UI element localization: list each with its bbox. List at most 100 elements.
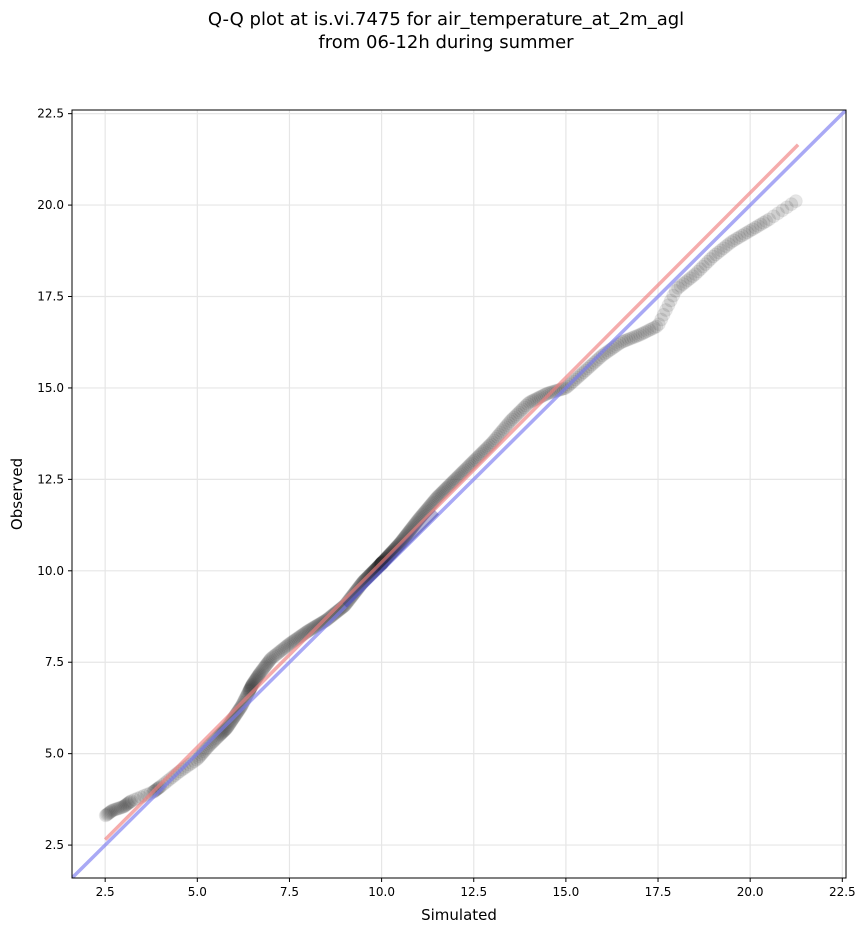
qq-point bbox=[688, 267, 703, 282]
qq-point bbox=[211, 728, 226, 743]
y-axis: 2.5 5.0 7.5 10.0 12.5 15.0 17.5 20.0 22.5 bbox=[37, 107, 72, 852]
qq-point bbox=[233, 699, 248, 714]
qq-point bbox=[116, 799, 131, 814]
qq-point bbox=[219, 721, 234, 736]
qq-point bbox=[265, 650, 280, 665]
qq-point bbox=[203, 736, 218, 751]
qq-point bbox=[713, 243, 728, 258]
qq-point bbox=[436, 484, 451, 499]
qq-point bbox=[734, 228, 749, 243]
qq-point bbox=[742, 223, 757, 238]
qq-point bbox=[698, 257, 713, 272]
qq-point bbox=[432, 487, 447, 502]
qq-point bbox=[445, 475, 460, 490]
qq-point bbox=[721, 237, 736, 252]
qq-point bbox=[695, 259, 710, 274]
qq-point bbox=[753, 217, 768, 232]
qq-point bbox=[628, 329, 643, 344]
qq-point bbox=[123, 794, 138, 809]
qq-point bbox=[220, 719, 235, 734]
qq-point bbox=[261, 654, 276, 669]
qq-point bbox=[649, 319, 664, 334]
qq-point bbox=[640, 324, 655, 339]
qq-point bbox=[286, 634, 301, 649]
qq-point bbox=[113, 800, 128, 815]
qq-point bbox=[701, 254, 716, 269]
qq-point bbox=[708, 247, 723, 262]
y-tick-label: 10.0 bbox=[37, 564, 64, 578]
qq-point bbox=[215, 725, 230, 740]
qq-point bbox=[430, 490, 445, 505]
qq-point bbox=[740, 225, 755, 240]
qq-point bbox=[217, 723, 232, 738]
qq-point bbox=[724, 234, 739, 249]
qq-point bbox=[490, 429, 505, 444]
qq-point bbox=[511, 405, 526, 420]
qq-point bbox=[437, 482, 452, 497]
qq-point bbox=[250, 670, 265, 685]
qq-point bbox=[263, 651, 278, 666]
qq-point bbox=[756, 215, 771, 230]
qq-point bbox=[257, 660, 272, 675]
qq-point bbox=[668, 283, 683, 298]
qq-point bbox=[487, 433, 502, 448]
qq-point bbox=[279, 639, 294, 654]
qq-point bbox=[711, 245, 726, 260]
qq-point bbox=[447, 472, 462, 487]
qq-point bbox=[105, 803, 120, 818]
qq-point bbox=[274, 643, 289, 658]
qq-point bbox=[496, 422, 511, 437]
qq-point bbox=[212, 727, 227, 742]
chart-title-line-2: from 06-12h during summer bbox=[318, 32, 574, 53]
qq-point bbox=[233, 701, 248, 716]
x-tick-label: 17.5 bbox=[645, 885, 672, 899]
qq-point bbox=[117, 798, 132, 813]
qq-point bbox=[202, 738, 217, 753]
qq-point bbox=[184, 755, 199, 770]
qq-point bbox=[493, 425, 508, 440]
points-group bbox=[98, 194, 803, 823]
qq-point bbox=[751, 219, 766, 234]
qq-point bbox=[434, 486, 449, 501]
qq-point bbox=[260, 656, 275, 671]
qq-point bbox=[254, 664, 269, 679]
qq-point bbox=[495, 423, 510, 438]
x-tick-label: 10.0 bbox=[368, 885, 395, 899]
qq-point bbox=[251, 669, 266, 684]
qq-point bbox=[661, 298, 676, 313]
qq-point bbox=[732, 230, 747, 245]
qq-point bbox=[584, 357, 599, 372]
qq-point bbox=[779, 200, 794, 215]
qq-point bbox=[283, 636, 298, 651]
x-axis: 2.5 5.0 7.5 10.0 12.5 15.0 17.5 20.0 22.5 bbox=[96, 878, 856, 899]
qq-point bbox=[256, 662, 271, 677]
qq-point bbox=[259, 658, 274, 673]
qq-point bbox=[207, 732, 222, 747]
qq-point bbox=[630, 328, 645, 343]
y-tick-label: 20.0 bbox=[37, 198, 64, 212]
qq-point bbox=[524, 394, 539, 409]
y-tick-label: 22.5 bbox=[37, 107, 64, 121]
qq-point bbox=[253, 666, 268, 681]
chart-title-line-1: Q-Q plot at is.vi.7475 for air_temperatu… bbox=[207, 9, 685, 30]
qq-point bbox=[404, 521, 419, 536]
reference-lines bbox=[72, 110, 846, 878]
qq-point bbox=[303, 622, 318, 637]
qq-point bbox=[218, 722, 233, 737]
data-points bbox=[98, 194, 803, 823]
qq-point bbox=[621, 332, 636, 347]
qq-point bbox=[589, 354, 604, 369]
qq-point bbox=[788, 194, 803, 209]
qq-point bbox=[122, 795, 137, 810]
qq-point bbox=[488, 431, 503, 446]
qq-point bbox=[277, 640, 292, 655]
qq-point bbox=[637, 325, 652, 340]
qq-point bbox=[108, 802, 123, 817]
qq-point bbox=[103, 805, 118, 820]
qq-point bbox=[451, 468, 466, 483]
qq-point bbox=[658, 303, 673, 318]
qq-point bbox=[252, 667, 267, 682]
qq-point bbox=[508, 408, 523, 423]
qq-point bbox=[219, 720, 234, 735]
